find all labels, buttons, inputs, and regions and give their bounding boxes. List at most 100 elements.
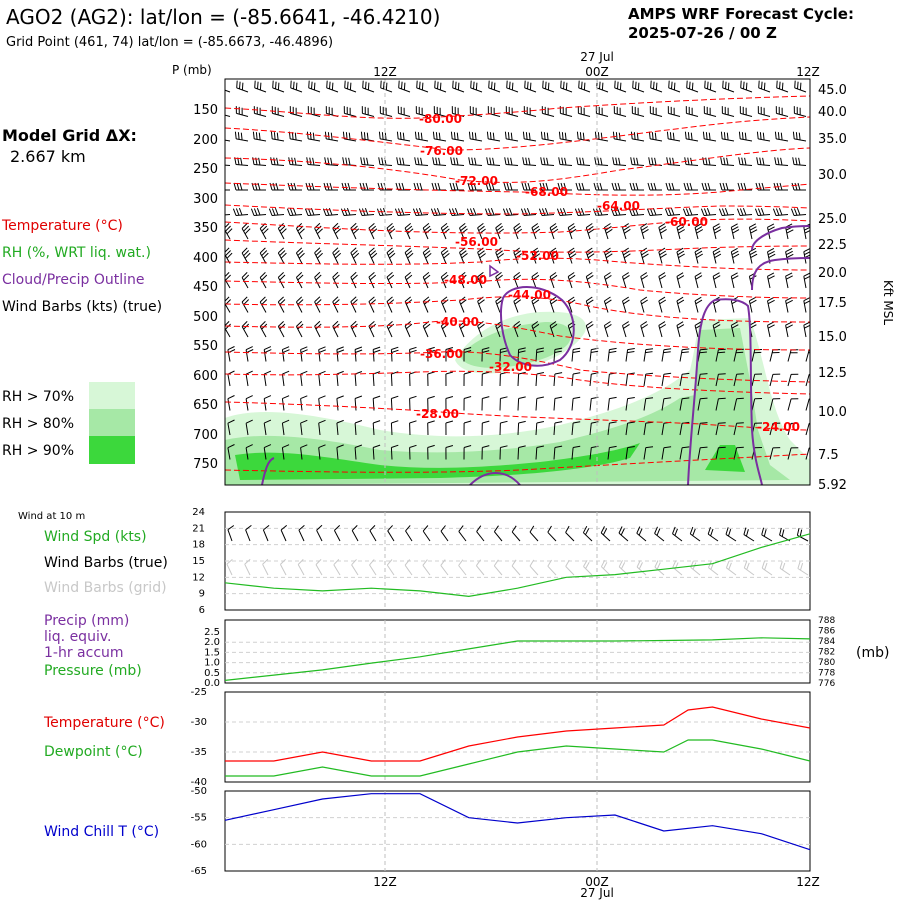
upper-wind-barb [324, 131, 339, 142]
pressure-tick: 350 [193, 221, 218, 236]
upper-wind-barb [594, 157, 609, 166]
upper-wind-barb [522, 131, 537, 142]
upper-wind-barb [571, 445, 581, 460]
upper-wind-barb [613, 106, 627, 117]
upper-wind-barb [325, 106, 339, 117]
upper-wind-barb [603, 296, 612, 313]
upper-wind-barb [318, 419, 326, 436]
dewpoint-line [225, 739, 811, 777]
upper-wind-barb [463, 445, 472, 460]
upper-wind-barb [733, 422, 744, 436]
upper-wind-barb [712, 247, 722, 264]
upper-wind-barb [343, 106, 357, 117]
upper-wind-barb [679, 421, 690, 436]
pressure-tick: 650 [193, 398, 218, 413]
upper-wind-barb [250, 208, 267, 216]
upper-wind-barb [404, 272, 413, 289]
upper-wind-barb [694, 272, 703, 289]
upper-wind-barb [300, 444, 308, 460]
upper-wind-barb [686, 80, 699, 93]
top-time-label-12z-end: 12Z [796, 65, 820, 79]
upper-wind-barb [715, 373, 726, 387]
wind-barb-true [262, 525, 270, 542]
upper-wind-barb [354, 395, 363, 411]
upper-wind-barb [664, 208, 681, 216]
wind-barb-true [458, 525, 467, 542]
upper-wind-barb [268, 208, 285, 216]
upper-wind-barb [712, 272, 721, 289]
precip-axis: 2.52.01.51.00.50.0 [204, 627, 220, 689]
wind-barbs-10m [226, 524, 809, 576]
wind-barb-grid [493, 559, 503, 576]
dewpoint-label: Dewpoint (°C) [44, 744, 143, 760]
upper-wind-barb [559, 106, 573, 117]
upper-wind-barb [650, 80, 663, 93]
upper-wind-barb [485, 182, 500, 191]
upper-wind-barb [596, 80, 609, 93]
upper-wind-barb [625, 421, 635, 436]
upper-wind-barb [553, 347, 563, 362]
upper-wind-barb [679, 446, 690, 460]
wind-chill-axis: -50 -55 -60 -65 [191, 786, 207, 877]
upper-wind-barb [540, 157, 555, 166]
upper-wind-barb [769, 447, 781, 460]
upper-wind-barb [481, 347, 490, 362]
upper-wind-barb [730, 247, 740, 264]
upper-wind-barb [481, 420, 490, 436]
pressure-tick: 150 [193, 103, 218, 118]
upper-wind-barb [342, 131, 357, 142]
wind-panel-header: Wind at 10 m [18, 511, 85, 522]
upper-wind-barb [785, 223, 794, 240]
upper-wind-barb [245, 370, 253, 387]
wind-barb-grid [440, 559, 449, 576]
pressure-right-tick: 784 [818, 637, 835, 647]
upper-wind-barb [386, 223, 396, 240]
wind-barb-true [547, 525, 557, 542]
upper-wind-barb [396, 157, 411, 166]
upper-wind-barb [607, 396, 617, 411]
wind-barb-grid [565, 559, 575, 576]
upper-wind-barb [468, 131, 483, 142]
upper-wind-barb [737, 182, 752, 191]
upper-wind-barb [553, 421, 563, 436]
upper-wind-barb [270, 157, 285, 166]
upper-wind-barb [684, 131, 699, 142]
upper-wind-barb [649, 106, 663, 117]
wind-speed-tick: 6 [199, 605, 205, 616]
pressure-tick: 300 [193, 192, 218, 207]
pressure-right-tick: 788 [818, 616, 835, 626]
bottom-time-label-12z: 12Z [373, 875, 397, 889]
wind-barb-true [511, 525, 521, 542]
upper-wind-barb [647, 182, 662, 191]
pressure-tick: 550 [193, 339, 218, 354]
wind-barb-grid [422, 559, 431, 576]
upper-wind-barb [666, 131, 681, 142]
wind-barb-true [405, 525, 413, 542]
upper-wind-barb [427, 371, 435, 387]
upper-wind-barb [740, 80, 753, 93]
wind-speed-tick: 12 [192, 572, 205, 583]
upper-wind-barb [452, 80, 465, 93]
upper-wind-barb [281, 444, 290, 460]
upper-wind-barb [553, 372, 563, 387]
upper-wind-barb [241, 296, 250, 313]
upper-wind-barb [306, 157, 321, 166]
upper-wind-barb [733, 373, 744, 387]
upper-wind-barb [790, 208, 807, 216]
height-axis: 45.0 40.0 35.0 30.0 25.0 22.5 20.0 17.5 … [818, 83, 847, 493]
upper-wind-barb [676, 223, 685, 240]
upper-wind-barb [505, 106, 519, 117]
height-tick: 17.5 [818, 296, 847, 311]
upper-wind-barb [358, 208, 375, 216]
surface-temperature-label: Temperature (°C) [43, 715, 165, 731]
temperature-tick: -30 [191, 717, 207, 728]
upper-wind-barb [630, 131, 645, 142]
upper-wind-barb [459, 296, 467, 313]
upper-wind-barb [792, 131, 807, 142]
temp-label-28: -28.00 [416, 407, 459, 421]
pressure-tick: 200 [193, 133, 218, 148]
upper-wind-barb [738, 157, 753, 166]
bottom-time-label-00z: 00Z [585, 875, 609, 889]
upper-wind-barb [404, 223, 414, 240]
upper-wind-barb [682, 208, 699, 216]
